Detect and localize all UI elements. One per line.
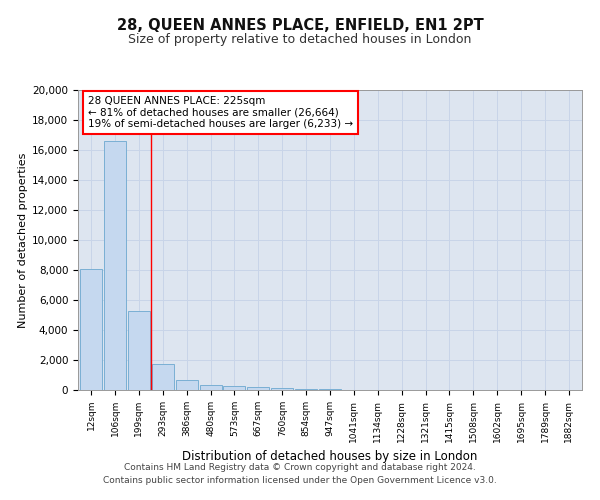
Text: Contains HM Land Registry data © Crown copyright and database right 2024.: Contains HM Land Registry data © Crown c… [124,464,476,472]
Text: 28 QUEEN ANNES PLACE: 225sqm
← 81% of detached houses are smaller (26,664)
19% o: 28 QUEEN ANNES PLACE: 225sqm ← 81% of de… [88,96,353,129]
Bar [223,386,245,390]
Bar [176,380,197,390]
Text: 28, QUEEN ANNES PLACE, ENFIELD, EN1 2PT: 28, QUEEN ANNES PLACE, ENFIELD, EN1 2PT [116,18,484,32]
Bar [319,389,341,390]
Bar [80,268,102,390]
Bar [271,388,293,390]
Bar [152,364,174,390]
Text: Contains public sector information licensed under the Open Government Licence v3: Contains public sector information licen… [103,476,497,485]
Y-axis label: Number of detached properties: Number of detached properties [18,152,28,328]
X-axis label: Distribution of detached houses by size in London: Distribution of detached houses by size … [182,450,478,463]
Bar [104,141,126,390]
Bar [128,310,150,390]
Bar [295,389,317,390]
Bar [247,387,269,390]
Bar [200,385,221,390]
Text: Size of property relative to detached houses in London: Size of property relative to detached ho… [128,32,472,46]
